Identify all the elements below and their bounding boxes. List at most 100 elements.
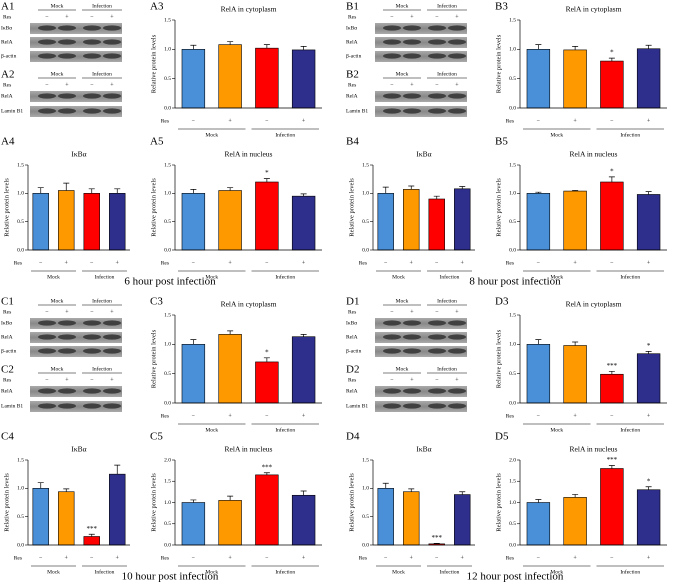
y-tick-label: 1.5 [164, 479, 171, 485]
y-tick-label: 0.0 [362, 542, 369, 548]
group-label: Infection [275, 568, 295, 575]
blot-group: Infection [92, 70, 112, 77]
error-bar [300, 490, 307, 496]
y-tick-label: 1.0 [509, 342, 516, 348]
x-tick-label: − [90, 260, 94, 266]
x-tick-label: − [39, 555, 43, 561]
blot-band [103, 388, 121, 394]
blot-sign: + [455, 14, 459, 20]
y-tick-label: 0.0 [509, 400, 516, 406]
blot-band [403, 334, 421, 340]
bar [255, 47, 279, 109]
y-axis-label: Relative protein levels [495, 34, 502, 93]
significance: * [610, 49, 614, 57]
blot-band-bg [375, 91, 467, 102]
panel-label: D4 [346, 431, 360, 443]
bar [563, 190, 587, 251]
blot-band [103, 108, 121, 114]
y-tick-label: 1.5 [362, 457, 369, 463]
y-tick-label: 1.0 [164, 191, 171, 197]
blot-sign: − [45, 82, 49, 88]
error-bar [433, 542, 440, 544]
blot-band-bg [30, 318, 122, 329]
blot-band-bg [30, 51, 122, 62]
y-axis-label: Relative protein levels [495, 473, 502, 532]
row-label: Res [14, 555, 22, 561]
significance: *** [432, 534, 443, 542]
blot-group: Mock [51, 3, 64, 9]
blot-band-bg [375, 318, 467, 329]
blot-sign: − [90, 309, 94, 315]
y-tick-label: 1.5 [164, 17, 171, 23]
blot-band [428, 388, 446, 394]
error-bar [608, 465, 615, 469]
y-tick-label: 0.5 [509, 76, 516, 82]
blot-band [83, 108, 101, 114]
blot-band [38, 388, 56, 394]
row-label: Res [506, 413, 514, 419]
x-tick-label: − [435, 260, 439, 266]
blot-sign: + [110, 82, 114, 88]
blot-label: B1 [346, 1, 359, 13]
blot-row-label: RelA [1, 39, 13, 45]
blot-band [38, 53, 56, 59]
blot-sign: + [410, 82, 414, 88]
y-tick-label: 0.0 [509, 105, 516, 111]
blot-band-bg [30, 346, 122, 357]
group-label: Mock [47, 274, 60, 280]
blot-band [38, 108, 56, 114]
chart: D3 RelA in cytoplasm Relative protein leve… [495, 296, 667, 433]
x-tick-label: − [265, 260, 269, 266]
blot-group: Infection [92, 2, 112, 9]
x-tick-label: + [116, 555, 120, 561]
y-tick-label: 0.0 [164, 542, 171, 548]
chart: C5 RelA in nucleus Relative protein levels… [150, 431, 322, 575]
blot-sign: − [390, 309, 394, 315]
error-bar [300, 193, 307, 197]
error-bar [608, 370, 615, 375]
y-tick-label: 1.0 [164, 500, 171, 506]
blot-band [448, 388, 466, 394]
blot-band [58, 39, 76, 45]
y-axis-label: Relative protein levels [348, 178, 355, 237]
blot-band [83, 93, 101, 99]
bar [181, 502, 206, 546]
chart: D5 RelA in nucleus Relative protein levels… [495, 431, 667, 575]
y-tick-label: 1.0 [362, 486, 369, 492]
blot-band-bg [375, 346, 467, 357]
y-tick-label: 0.0 [17, 247, 24, 253]
blot-sign: − [90, 82, 94, 88]
blot-band-bg [375, 23, 467, 34]
x-tick-label: − [537, 555, 541, 561]
blot-band [403, 388, 421, 394]
blot-band [383, 320, 401, 326]
row-label: Res [506, 260, 514, 266]
y-tick-label: 0.5 [164, 76, 171, 82]
y-axis-label: Relative protein levels [3, 473, 10, 532]
blot-res-label: Res [348, 309, 356, 315]
blot-band [448, 108, 466, 114]
blot-band [428, 320, 446, 326]
bar [600, 181, 624, 251]
blot-band-bg [375, 386, 467, 397]
group-label: Infection [275, 273, 295, 280]
quadrant: 10 hour post infection C1 Mock Infection Res… [1, 296, 219, 583]
error-bar [408, 488, 415, 492]
panel-label: B5 [495, 136, 508, 148]
error-bar [88, 188, 95, 194]
panel-label: C4 [1, 431, 14, 443]
bar [255, 361, 279, 404]
blot-row-label: Lamin B1 [346, 403, 368, 409]
group-label: Mock [47, 569, 60, 575]
blot-band [83, 39, 101, 45]
quadrant: 12 hour post infection D1 Mock Infection Res… [346, 296, 564, 583]
blot-band [38, 93, 56, 99]
blot-sign: − [435, 309, 439, 315]
row-label: Res [359, 260, 367, 266]
blot-band [58, 93, 76, 99]
x-tick-label: + [410, 555, 414, 561]
group-label: Infection [95, 568, 115, 575]
row-label: Res [506, 555, 514, 561]
blot-group: Infection [92, 297, 112, 304]
blot-band [403, 108, 421, 114]
